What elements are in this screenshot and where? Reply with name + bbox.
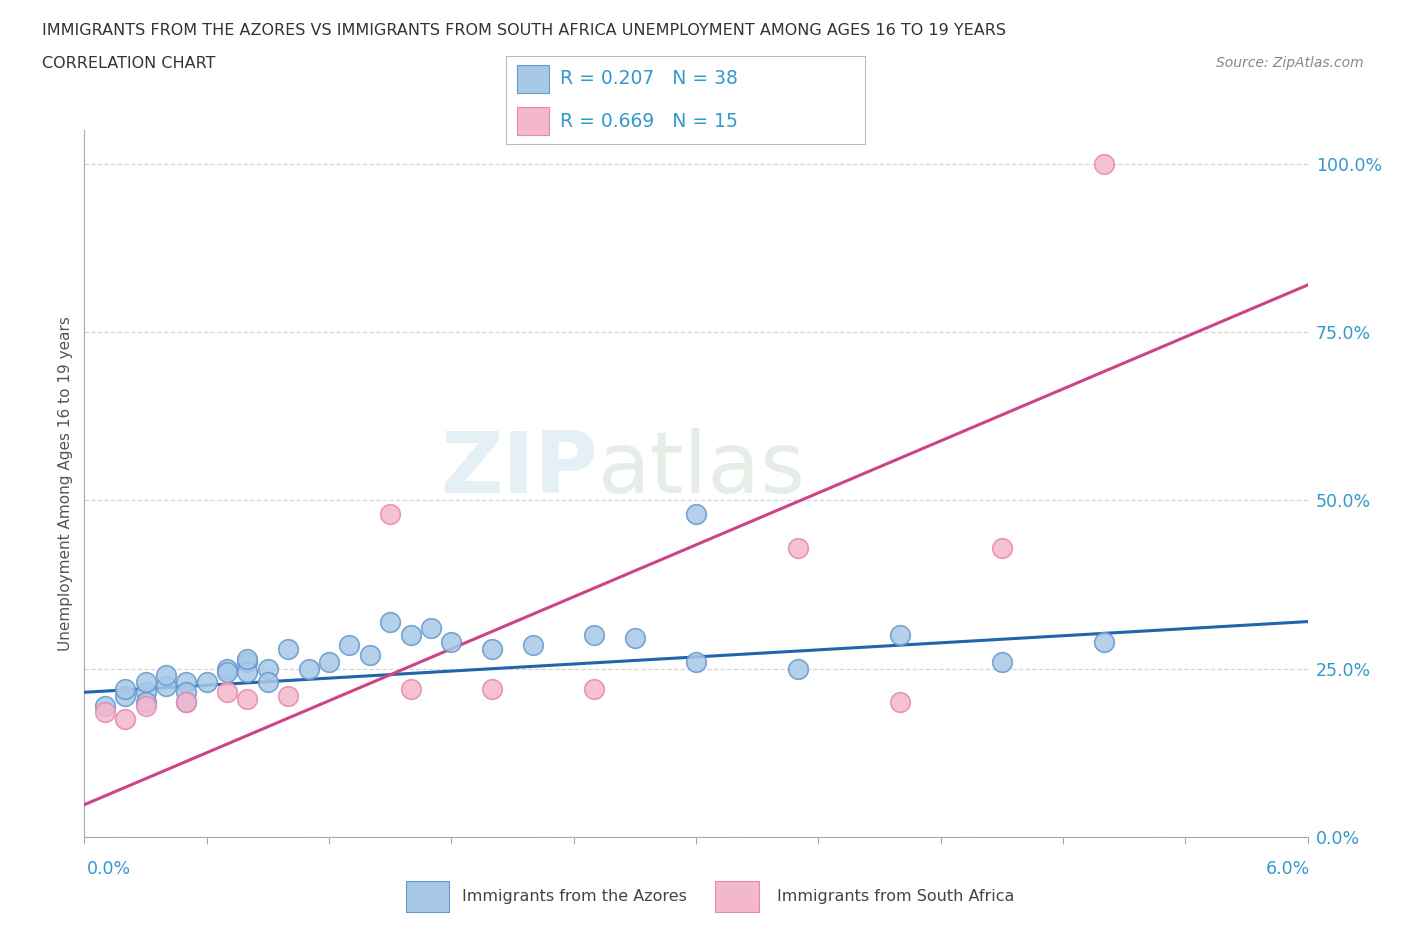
Point (1092, 156, 1115, 171)
Point (991, 655, 1014, 670)
Point (420, 621, 443, 636)
Text: Source: ZipAtlas.com: Source: ZipAtlas.com (1216, 56, 1364, 70)
Point (174, 684, 197, 699)
Point (155, 678, 177, 693)
Text: 6.0%: 6.0% (1267, 860, 1310, 878)
Point (257, 675, 280, 690)
Point (298, 661, 321, 676)
Point (174, 695, 197, 710)
Point (624, 631, 647, 645)
Point (889, 628, 911, 643)
Text: CORRELATION CHART: CORRELATION CHART (42, 56, 215, 71)
Text: R = 0.669   N = 15: R = 0.669 N = 15 (560, 112, 738, 131)
Point (236, 655, 259, 670)
Point (481, 641, 503, 656)
Point (685, 655, 707, 670)
Text: 0.0%: 0.0% (87, 860, 131, 878)
Point (277, 641, 299, 656)
Point (217, 665, 239, 680)
Text: Immigrants from the Azores: Immigrants from the Azores (461, 889, 686, 904)
Point (236, 692, 259, 707)
Point (135, 684, 157, 699)
Point (787, 540, 810, 555)
Point (991, 540, 1014, 555)
Point (522, 638, 544, 653)
Bar (517, 65, 550, 93)
Point (359, 648, 381, 663)
Bar (716, 881, 759, 912)
Point (481, 682, 503, 697)
Text: atlas: atlas (598, 428, 806, 511)
Point (889, 695, 911, 710)
Point (380, 614, 402, 629)
Point (93, 698, 115, 713)
Point (583, 682, 606, 697)
Point (339, 638, 361, 653)
Point (114, 711, 136, 726)
Point (135, 695, 157, 710)
Point (399, 682, 422, 697)
Y-axis label: Unemployment Among Ages 16 to 19 years: Unemployment Among Ages 16 to 19 years (58, 316, 73, 651)
Point (440, 634, 463, 649)
Text: Immigrants from South Africa: Immigrants from South Africa (778, 889, 1015, 904)
Point (236, 651, 259, 666)
Point (1092, 634, 1115, 649)
Point (277, 688, 299, 703)
Point (318, 655, 340, 670)
Point (114, 688, 136, 703)
Point (787, 661, 810, 676)
Point (236, 665, 259, 680)
Point (155, 668, 177, 683)
Text: R = 0.207   N = 38: R = 0.207 N = 38 (560, 69, 738, 88)
Point (380, 507, 402, 522)
Point (114, 682, 136, 697)
Point (93, 705, 115, 720)
Point (135, 698, 157, 713)
Point (174, 675, 197, 690)
Text: ZIP: ZIP (440, 428, 598, 511)
Point (685, 507, 707, 522)
Point (174, 695, 197, 710)
Point (399, 628, 422, 643)
Point (135, 675, 157, 690)
Point (195, 675, 218, 690)
Point (217, 684, 239, 699)
Text: IMMIGRANTS FROM THE AZORES VS IMMIGRANTS FROM SOUTH AFRICA UNEMPLOYMENT AMONG AG: IMMIGRANTS FROM THE AZORES VS IMMIGRANTS… (42, 23, 1007, 38)
Point (217, 661, 239, 676)
Bar (406, 881, 450, 912)
Point (257, 661, 280, 676)
Point (583, 628, 606, 643)
Bar (517, 107, 550, 136)
